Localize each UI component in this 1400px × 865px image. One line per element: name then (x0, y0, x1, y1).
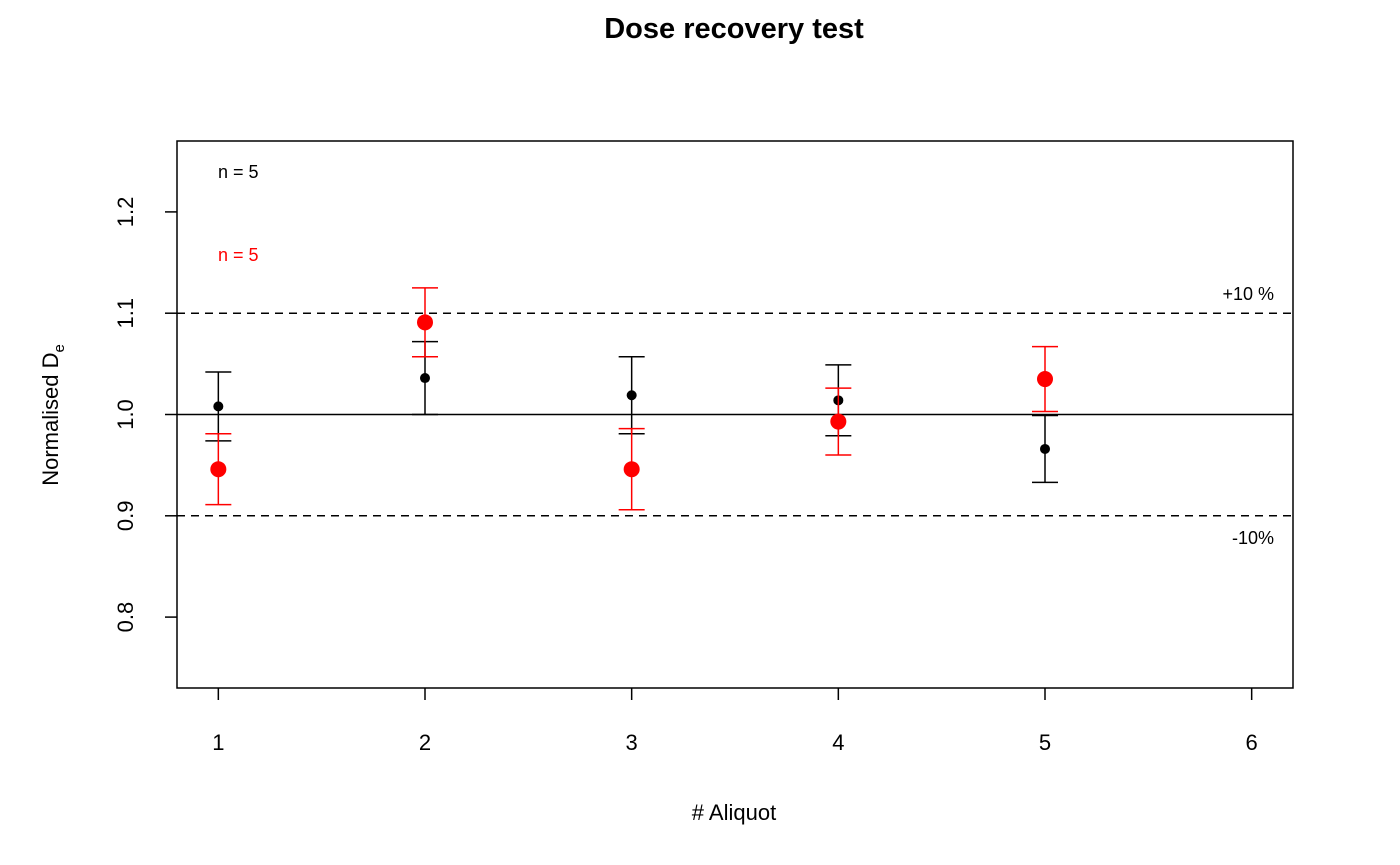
y-tick-label-0: 0.8 (113, 602, 138, 633)
reference-line-label-2: -10% (1232, 528, 1274, 548)
y-axis-label: Normalised De (38, 344, 68, 486)
series-1-n-label: n = 5 (218, 245, 259, 265)
x-tick-label-1: 2 (419, 730, 431, 755)
series-0-n-label: n = 5 (218, 162, 259, 182)
x-tick-label-3: 4 (832, 730, 844, 755)
x-tick-label-5: 6 (1246, 730, 1258, 755)
series-0-point-4 (1040, 443, 1050, 454)
series-1-point-2 (623, 461, 640, 478)
series-1-point-4 (1037, 371, 1053, 388)
series-1-point-3 (830, 413, 847, 430)
series-1-point-0 (210, 461, 227, 478)
series-1-point-1 (417, 314, 433, 331)
y-tick-label-2: 1.0 (113, 399, 138, 430)
plot-marks: +10 % -10% n = 5 n = 5 1 2 3 4 5 6 0.8 0.9 1.0 1.1 1.2 (113, 140, 1294, 755)
series-0-point-2 (626, 390, 637, 401)
x-tick-label-4: 5 (1039, 730, 1051, 755)
y-tick-label-1: 0.9 (113, 500, 138, 531)
chart-title: Dose recovery test (604, 13, 864, 45)
y-axis-label-subscript: e (51, 344, 68, 352)
reference-line-label-1: +10 % (1222, 284, 1274, 304)
x-axis-label: # Aliquot (692, 800, 776, 825)
y-tick-label-3: 1.1 (113, 298, 138, 329)
series-0-point-0 (213, 401, 224, 412)
y-axis-label-main: Normalised D (38, 353, 63, 486)
x-tick-label-0: 1 (212, 730, 224, 755)
x-tick-label-2: 3 (626, 730, 638, 755)
series-0-point-1 (420, 373, 430, 384)
y-tick-label-4: 1.2 (113, 197, 138, 228)
